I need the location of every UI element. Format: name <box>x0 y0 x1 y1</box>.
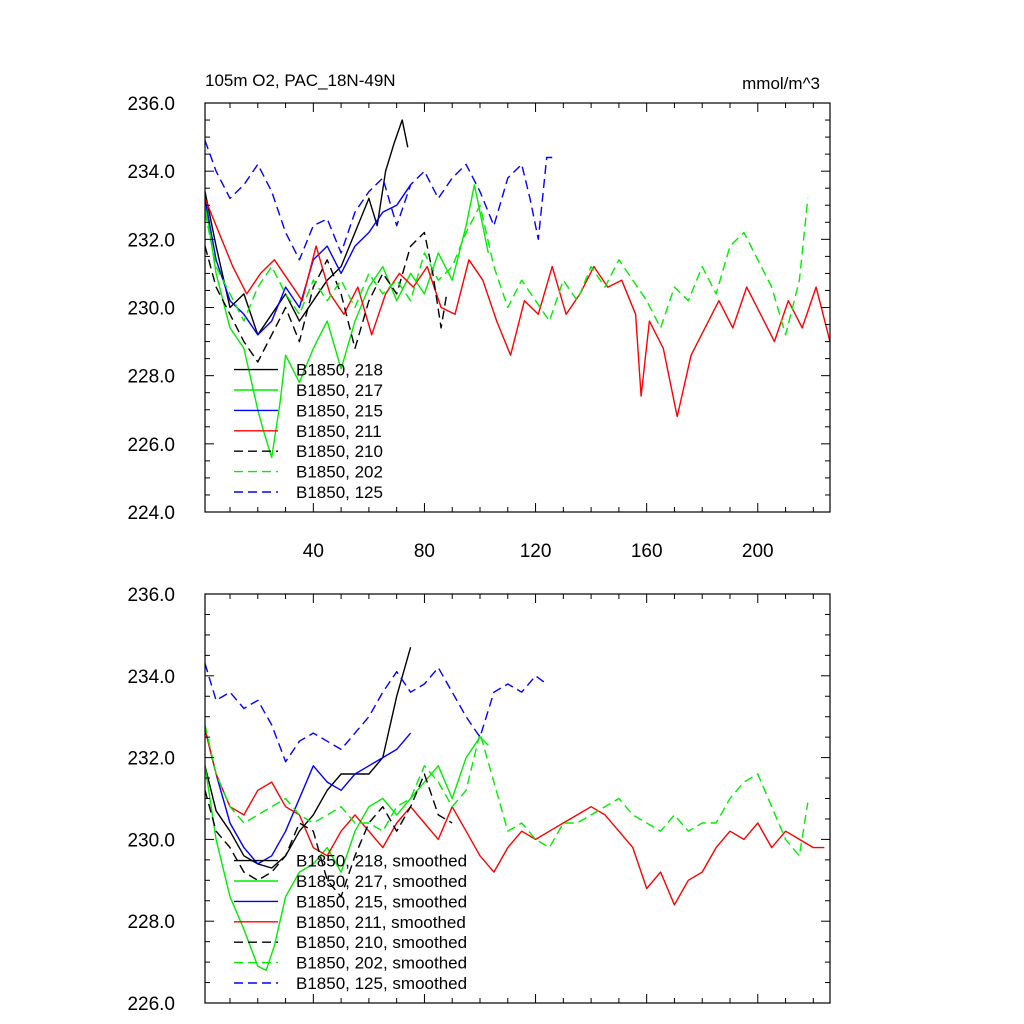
legend-label-7: B1850, 125 <box>296 483 383 502</box>
series-line-7 <box>205 140 553 261</box>
series-line-4 <box>205 198 830 418</box>
series-line-3 <box>205 728 412 865</box>
y-tick-label: 230.0 <box>127 299 175 320</box>
chart-title: 105m O2, PAC_18N-49N <box>205 71 396 90</box>
units-label: mmol/m^3 <box>742 74 820 93</box>
legend-label-1: B1850, 218 <box>296 361 383 380</box>
series-line-1 <box>205 647 412 869</box>
legend-label-1: B1850, 218, smoothed <box>296 852 467 871</box>
y-tick-label: 224.0 <box>127 503 175 524</box>
legend-label-3: B1850, 215 <box>296 401 383 420</box>
x-tick-label: 80 <box>414 541 435 562</box>
y-tick-label: 236.0 <box>127 585 175 606</box>
series-line-4 <box>205 728 825 906</box>
y-tick-label: 232.0 <box>127 230 175 251</box>
y-tick-label: 236.0 <box>127 94 175 115</box>
y-tick-label: 230.0 <box>127 830 175 851</box>
series-line-5 <box>205 773 453 898</box>
legend-label-5: B1850, 210, smoothed <box>296 933 467 952</box>
series-group <box>205 647 825 971</box>
legend-label-5: B1850, 210 <box>296 442 383 461</box>
y-tick-label: 228.0 <box>127 912 175 933</box>
series-line-7 <box>205 663 548 763</box>
x-tick-label: 200 <box>742 541 774 562</box>
series-line-5 <box>205 231 448 363</box>
y-tick-label: 226.0 <box>127 994 175 1015</box>
legend-label-3: B1850, 215, smoothed <box>296 892 467 911</box>
series-line-6 <box>205 724 809 857</box>
x-tick-label: 40 <box>303 541 324 562</box>
y-tick-label: 234.0 <box>127 667 175 688</box>
legend-label-4: B1850, 211, smoothed <box>296 913 466 932</box>
series-line-1 <box>205 119 409 336</box>
y-tick-label: 228.0 <box>127 367 175 388</box>
legend-label-2: B1850, 217, smoothed <box>296 872 467 891</box>
legend-label-4: B1850, 211 <box>296 422 382 441</box>
legend-label-2: B1850, 217 <box>296 381 383 400</box>
series-line-2 <box>205 736 489 971</box>
legend-label-6: B1850, 202, smoothed <box>296 954 467 973</box>
y-tick-label: 232.0 <box>127 749 175 770</box>
legend-label-7: B1850, 125, smoothed <box>296 974 467 993</box>
panel-2: 226.0 228.0 230.0 232.0 234.0 236.0 B1850, 218… <box>127 585 831 1015</box>
series-line-6 <box>205 198 809 336</box>
legend-label-6: B1850, 202 <box>296 463 383 482</box>
y-tick-label: 234.0 <box>127 162 175 183</box>
x-tick-label: 160 <box>631 541 663 562</box>
panel-1: 224.0 226.0 228.0 230.0 232.0 234.0 236.0 40 80 1… <box>127 71 831 562</box>
y-tick-label: 226.0 <box>127 435 175 456</box>
x-tick-label: 120 <box>520 541 552 562</box>
